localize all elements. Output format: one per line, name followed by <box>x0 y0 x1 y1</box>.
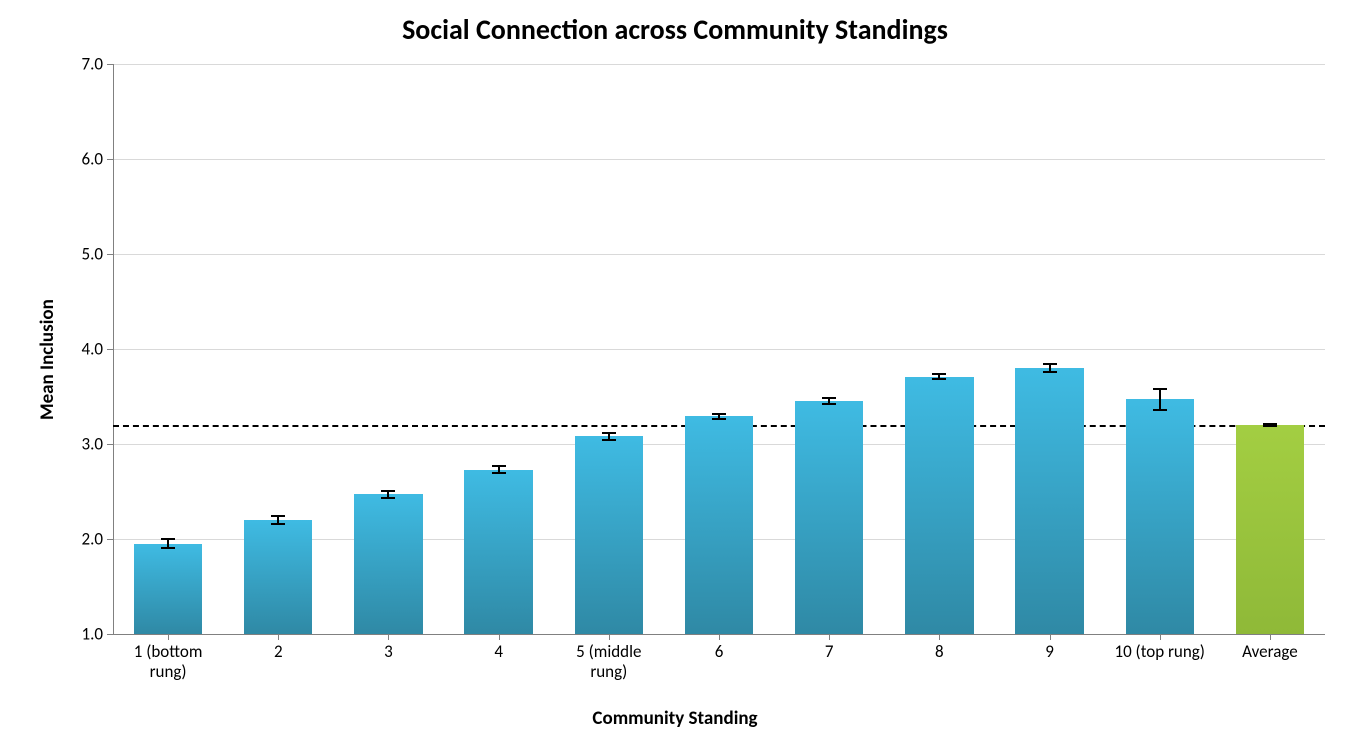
xtick-mark <box>1270 634 1271 640</box>
ytick-label: 2.0 <box>81 529 113 550</box>
bar <box>1015 368 1083 634</box>
bar <box>1236 425 1304 634</box>
xtick-mark <box>719 634 720 640</box>
bar <box>575 436 643 634</box>
xtick-mark <box>939 634 940 640</box>
plot-area: 1.02.03.04.05.06.07.01 (bottom rung)2345… <box>113 64 1325 634</box>
error-bar-cap <box>932 373 946 375</box>
xtick-label: 6 <box>669 642 769 662</box>
bar <box>134 544 202 634</box>
bar <box>354 494 422 634</box>
error-bar-cap <box>822 397 836 399</box>
x-axis-title: Community Standing <box>0 707 1350 730</box>
error-bar-cap <box>712 418 726 420</box>
xtick-label: 8 <box>889 642 989 662</box>
xtick-mark <box>278 634 279 640</box>
ytick-label: 6.0 <box>81 149 113 170</box>
bar <box>795 401 863 634</box>
error-bar-cap <box>1153 409 1167 411</box>
xtick-label: 5 (middle rung) <box>559 642 659 681</box>
bar <box>244 520 312 634</box>
xtick-mark <box>388 634 389 640</box>
bar <box>1126 399 1194 634</box>
y-axis-title: Mean Inclusion <box>36 299 59 420</box>
xtick-label: 1 (bottom rung) <box>118 642 218 681</box>
error-bar-cap <box>602 439 616 441</box>
error-bar-cap <box>492 465 506 467</box>
error-bar-cap <box>932 378 946 380</box>
error-bar-cap <box>271 515 285 517</box>
gridline <box>113 254 1325 255</box>
ytick-label: 5.0 <box>81 244 113 265</box>
bar <box>464 470 532 634</box>
error-bar-cap <box>492 472 506 474</box>
xtick-label: 3 <box>338 642 438 662</box>
xtick-label: 10 (top rung) <box>1110 642 1210 662</box>
ytick-label: 7.0 <box>81 54 113 75</box>
bar <box>905 377 973 634</box>
xtick-label: 9 <box>1000 642 1100 662</box>
xtick-label: 7 <box>779 642 879 662</box>
error-bar-cap <box>381 497 395 499</box>
error-bar-cap <box>602 432 616 434</box>
error-bar-cap <box>161 538 175 540</box>
error-bar-cap <box>1043 363 1057 365</box>
chart-title: Social Connection across Community Stand… <box>0 12 1350 47</box>
xtick-label: 4 <box>449 642 549 662</box>
gridline <box>113 349 1325 350</box>
error-bar-cap <box>1263 425 1277 427</box>
xtick-mark <box>609 634 610 640</box>
bar <box>685 416 753 634</box>
error-bar-cap <box>161 547 175 549</box>
error-bar-cap <box>1153 388 1167 390</box>
error-bar-cap <box>1043 371 1057 373</box>
error-bar-cap <box>822 403 836 405</box>
xtick-mark <box>829 634 830 640</box>
error-bar-cap <box>271 523 285 525</box>
error-bar-cap <box>712 413 726 415</box>
xtick-label: 2 <box>228 642 328 662</box>
ytick-label: 4.0 <box>81 339 113 360</box>
xtick-mark <box>1050 634 1051 640</box>
ytick-label: 3.0 <box>81 434 113 455</box>
xtick-mark <box>168 634 169 640</box>
chart-container: Social Connection across Community Stand… <box>0 0 1350 742</box>
xtick-mark <box>499 634 500 640</box>
error-bar <box>1159 388 1161 411</box>
xtick-mark <box>1160 634 1161 640</box>
error-bar-cap <box>381 490 395 492</box>
gridline <box>113 64 1325 65</box>
y-axis-line <box>113 64 114 634</box>
gridline <box>113 159 1325 160</box>
ytick-label: 1.0 <box>81 624 113 645</box>
xtick-label: Average <box>1220 642 1320 662</box>
